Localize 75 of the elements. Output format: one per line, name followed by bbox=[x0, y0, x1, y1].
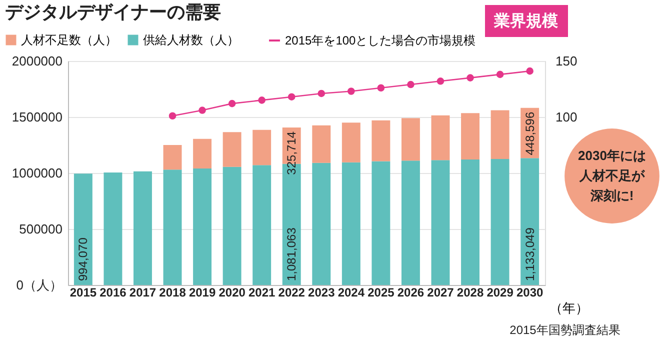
point bbox=[288, 93, 296, 100]
bar bbox=[252, 165, 272, 285]
bar bbox=[222, 166, 242, 285]
point bbox=[348, 88, 355, 95]
legend-label: 2015年を100とした場合の市場規模 bbox=[285, 34, 476, 48]
text: 業界規模 bbox=[493, 12, 558, 30]
bar bbox=[461, 160, 480, 285]
y2-tick-label: 100 bbox=[556, 110, 578, 124]
x-tick-label: 2021 bbox=[248, 286, 276, 300]
bar bbox=[134, 171, 152, 285]
x-tick-label: 2029 bbox=[486, 286, 514, 300]
bar bbox=[490, 110, 510, 159]
data-label: 994,070 bbox=[76, 237, 90, 281]
x-tick-label: 2016 bbox=[100, 286, 127, 300]
point bbox=[168, 112, 176, 120]
x-tick-label: 2026 bbox=[397, 286, 424, 300]
x-tick-label: 2030 bbox=[516, 286, 544, 300]
bar bbox=[74, 174, 92, 285]
point bbox=[318, 90, 326, 98]
bar bbox=[163, 170, 182, 285]
x-tick-label: 2023 bbox=[308, 286, 336, 300]
legend-label: 供給人材数（人） bbox=[143, 33, 239, 47]
bar bbox=[490, 159, 510, 285]
text: 2015年国勢調査結果 bbox=[510, 323, 620, 337]
bar bbox=[312, 125, 331, 163]
x-tick-label: 2017 bbox=[129, 286, 156, 300]
text: 2030年には人材不足が深刻に! bbox=[578, 148, 646, 203]
y2-tick-label: 150 bbox=[556, 54, 578, 68]
x-tick-label: 2022 bbox=[278, 286, 306, 300]
bar bbox=[372, 161, 390, 285]
point bbox=[466, 74, 474, 82]
bar bbox=[163, 145, 182, 170]
x-tick-label: 2020 bbox=[218, 286, 246, 300]
bar bbox=[401, 118, 420, 161]
y-tick-label: 500000 bbox=[19, 222, 62, 236]
data-label: 448,596 bbox=[522, 112, 537, 156]
point bbox=[436, 78, 444, 85]
y-tick-label: 0（人） bbox=[16, 278, 62, 292]
x-tick-label: 2015 bbox=[70, 286, 97, 300]
bar bbox=[401, 160, 420, 285]
x-tick-label: 2018 bbox=[159, 286, 186, 300]
bar bbox=[342, 162, 360, 285]
point bbox=[377, 84, 385, 92]
x-tick-label: 2024 bbox=[338, 286, 365, 300]
point bbox=[407, 80, 414, 88]
bar bbox=[372, 120, 390, 162]
point bbox=[228, 100, 236, 108]
bar bbox=[104, 172, 122, 285]
point bbox=[258, 96, 266, 104]
x-axis-title: （年） bbox=[550, 300, 588, 316]
bar bbox=[312, 162, 331, 285]
data-label: 1,133,049 bbox=[522, 227, 537, 281]
bar bbox=[461, 113, 480, 160]
bar bbox=[222, 132, 242, 167]
bar bbox=[342, 122, 360, 162]
bar bbox=[193, 168, 212, 285]
bar bbox=[431, 160, 450, 285]
bar bbox=[252, 130, 272, 166]
bar bbox=[193, 138, 212, 169]
legend-label: 人材不足数（人） bbox=[21, 33, 117, 47]
y-tick-label: 1000000 bbox=[12, 166, 62, 180]
bar bbox=[431, 115, 450, 160]
x-tick-label: 2019 bbox=[188, 286, 216, 300]
point bbox=[526, 67, 534, 75]
y-tick-label: 1500000 bbox=[12, 110, 62, 124]
point bbox=[496, 70, 504, 78]
y-tick-label: 2000000 bbox=[12, 54, 62, 68]
bar bbox=[520, 158, 540, 285]
chart-title: デジタルデザイナーの需要 bbox=[5, 2, 221, 22]
x-tick-label: 2027 bbox=[427, 286, 454, 300]
point bbox=[198, 106, 206, 114]
data-label: 1,081,063 bbox=[284, 227, 299, 281]
data-label: 325,714 bbox=[284, 131, 299, 175]
x-tick-label: 2025 bbox=[368, 286, 395, 300]
x-tick-label: 2028 bbox=[456, 286, 484, 300]
